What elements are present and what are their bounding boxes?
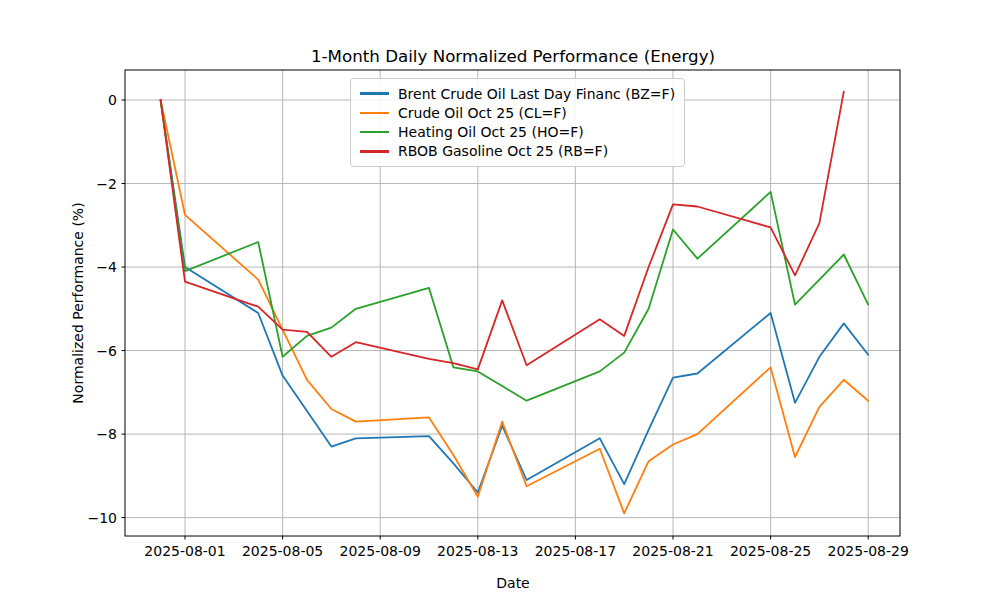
x-tick-label: 2025-08-09 [340,543,421,559]
y-tick-label: −8 [96,426,117,442]
x-tick-label: 2025-08-05 [242,543,323,559]
legend-line-sample-ho [360,131,389,134]
y-axis-label: Normalized Performance (%) [70,202,86,403]
legend-item: Crude Oil Oct 25 (CL=F) [360,103,675,122]
legend-line-sample-rb [360,150,389,153]
legend-item: Heating Oil Oct 25 (HO=F) [360,123,675,142]
x-axis-label: Date [125,575,901,591]
y-tick-label: −4 [96,259,117,275]
x-tick-label: 2025-08-01 [144,543,225,559]
x-tick-label: 2025-08-17 [535,543,616,559]
x-tick-label: 2025-08-29 [828,543,909,559]
y-tick-label: −10 [87,510,117,526]
y-tick-label: 0 [108,92,117,108]
legend-line-sample-bz [360,92,389,95]
legend-label-bz: Brent Crude Oil Last Day Financ (BZ=F) [398,86,675,102]
chart-title: 1-Month Daily Normalized Performance (En… [125,46,901,66]
legend-item: RBOB Gasoline Oct 25 (RB=F) [360,142,675,161]
y-tick-label: −6 [96,343,117,359]
legend-line-sample-cl [360,112,389,115]
x-tick-label: 2025-08-25 [730,543,811,559]
figure: 2025-08-01 2025-08-05 2025-08-09 2025-08-13… [0,0,1000,600]
legend-label-rb: RBOB Gasoline Oct 25 (RB=F) [398,143,608,159]
x-tick-label: 2025-08-21 [632,543,713,559]
y-tick-label: −2 [96,176,117,192]
x-tick-label: 2025-08-13 [437,543,518,559]
legend: Brent Crude Oil Last Day Financ (BZ=F) C… [350,78,685,167]
legend-label-cl: Crude Oil Oct 25 (CL=F) [398,105,567,121]
legend-item: Brent Crude Oil Last Day Financ (BZ=F) [360,84,675,103]
legend-label-ho: Heating Oil Oct 25 (HO=F) [398,124,584,140]
